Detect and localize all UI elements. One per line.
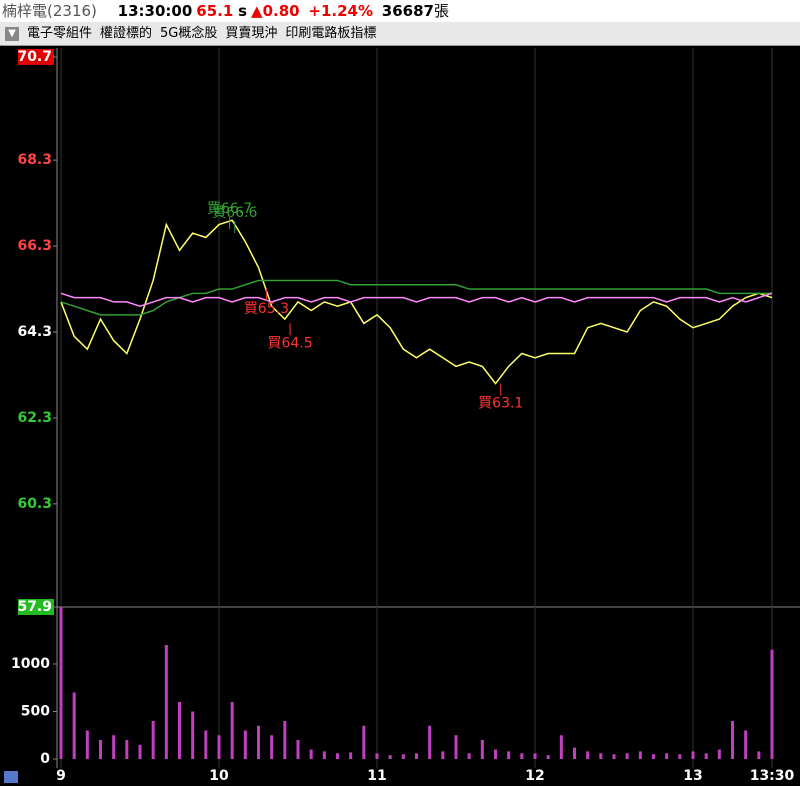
chart: 9 10 11 12 13 13:30 70.7 68.3 66.3 64.3 62.3 60.3 57… [4, 48, 800, 784]
volume-bar [546, 755, 550, 759]
y-tick-label: 62.3 [17, 410, 52, 426]
icon [4, 771, 18, 783]
volume-bar [388, 755, 392, 759]
tag-bar: ▼ 電子零組件 權證標的 5G概念股 買賣現沖 印刷電路板指標 [0, 22, 800, 46]
tag[interactable]: 權證標的 [100, 26, 153, 41]
volume-bar [731, 721, 734, 759]
annotation-label: 買65.3 [244, 301, 289, 317]
volume-bar [283, 721, 287, 759]
volume-bar [375, 753, 379, 759]
volume-bar [99, 740, 102, 759]
volume-bar [533, 753, 537, 759]
time: 13:30:00 [117, 2, 193, 20]
volume-bar [691, 751, 695, 759]
volume-bar [744, 730, 748, 759]
volume-bar [125, 740, 129, 759]
price-flag: s [238, 2, 248, 20]
volume-bar [336, 753, 339, 759]
annotation-label: 買66.6 [212, 205, 257, 221]
volume-bar [415, 753, 418, 759]
x-tick-label: 9 [56, 768, 66, 784]
volume-bar [270, 735, 274, 759]
volume-bar [652, 754, 655, 759]
volume-bar [480, 740, 484, 759]
volume-bar [770, 649, 774, 759]
price-line [60, 219, 773, 385]
tag[interactable]: 印刷電路板指標 [285, 26, 377, 41]
volume-bar [638, 751, 642, 759]
volume-bar [520, 753, 524, 759]
volume-bar [467, 753, 471, 759]
y-tick-label: 60.3 [17, 496, 52, 512]
volume-bar [612, 754, 616, 759]
volume-bar [191, 711, 195, 759]
volume-bar [717, 749, 721, 759]
volume-bar [112, 735, 116, 759]
volume-bar [243, 730, 247, 759]
volume-bar [72, 692, 76, 759]
stock-name: 楠梓電(2316) [2, 2, 97, 20]
x-tick-label: 10 [209, 768, 229, 784]
price: 65.1 [196, 2, 234, 20]
volume-bar [230, 702, 234, 759]
volume-bar [454, 735, 458, 759]
volume-bar [349, 752, 353, 759]
volume: 36687 [381, 2, 434, 20]
volume-bar [507, 751, 511, 759]
volume-bar [401, 754, 405, 759]
volume-bar [309, 749, 313, 759]
tag[interactable]: 5G概念股 [160, 26, 218, 41]
change-pct: +1.24% [308, 2, 373, 20]
y-tick-label: 500 [21, 704, 50, 720]
y-tick-label: 68.3 [17, 152, 52, 168]
volume-bar [665, 753, 669, 759]
volume-bar [59, 607, 63, 759]
volume-bar [296, 740, 300, 759]
volume-bar [217, 735, 221, 759]
volume-bar [204, 730, 208, 759]
x-tick-label: 13:30 [750, 768, 795, 784]
volume-bar [362, 725, 366, 759]
volume-bar [138, 744, 142, 759]
price-line [60, 292, 773, 308]
volume-bar [164, 645, 168, 759]
x-tick-label: 11 [367, 768, 386, 784]
volume-bar [428, 725, 432, 759]
y-tick-label: 70.7 [17, 49, 52, 65]
volume-bar [599, 753, 603, 759]
volume-unit: 張 [433, 2, 449, 20]
tag[interactable]: 買賣現沖 [225, 26, 278, 41]
volume-bar [678, 754, 682, 759]
volume-bar [586, 751, 590, 759]
volume-bar [151, 721, 155, 759]
quote-bar: 楠梓電(2316) 13:30:00 65.1 s ▲0.80 +1.24% 366… [0, 0, 800, 22]
volume-bar [494, 749, 497, 759]
volume-bar [322, 751, 326, 759]
y-tick-label: 57.9 [17, 599, 52, 615]
tag[interactable]: 電子零組件 [27, 26, 93, 41]
volume-bar [573, 747, 576, 759]
y-tick-label: 64.3 [17, 324, 52, 340]
annotation-label: 買64.5 [268, 335, 313, 351]
volume-bar [178, 702, 181, 759]
y-tick-label: 0 [40, 751, 50, 767]
tick-box [18, 599, 54, 615]
tick-box [18, 49, 54, 65]
volume-bar [257, 725, 260, 759]
volume-bar [441, 751, 445, 759]
volume-bar [559, 735, 563, 759]
y-tick-label: 1000 [11, 656, 50, 672]
volume-bar [625, 753, 629, 759]
annotation-label: 買66.7 [207, 201, 252, 217]
x-tick-label: 12 [525, 768, 544, 784]
annotation-label: 買63.1 [478, 396, 523, 412]
y-tick-label: 66.3 [17, 238, 52, 254]
x-tick-label: 13 [683, 768, 702, 784]
change: 0.80 [262, 2, 300, 20]
volume-bar [757, 751, 761, 759]
dropdown[interactable]: ▼ [5, 26, 19, 41]
volume-bar [85, 730, 89, 759]
volume-bar [704, 753, 708, 759]
